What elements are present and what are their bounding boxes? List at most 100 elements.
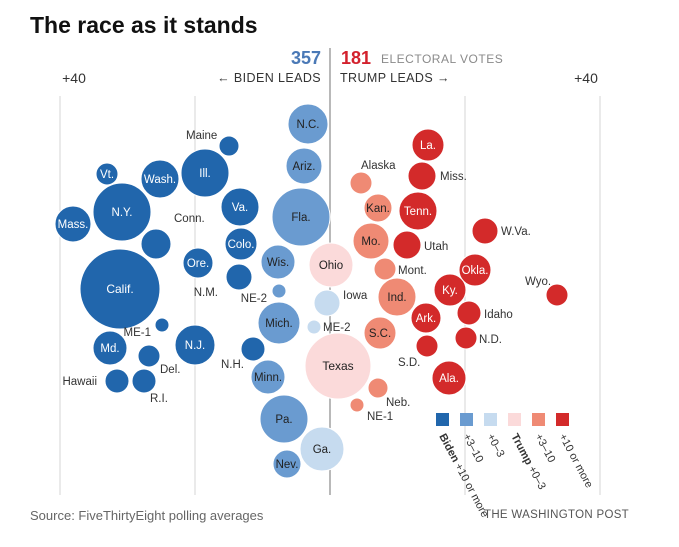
state-bubble[interactable]	[271, 187, 331, 247]
state-label: ME-1	[124, 327, 151, 339]
state-label: Pa.	[275, 414, 292, 426]
state-bubble[interactable]	[471, 217, 499, 245]
state-bubble[interactable]	[373, 257, 397, 281]
state-bubble[interactable]	[260, 244, 296, 280]
state-bubble[interactable]	[392, 230, 422, 260]
state-label: Colo.	[228, 239, 255, 251]
state-bubble[interactable]	[313, 289, 341, 317]
chart-header: 357 181 ELECTORAL VOTES +40 +40 ← BIDEN …	[62, 48, 598, 86]
state-label: Ky.	[442, 285, 458, 297]
state-label: Maine	[186, 130, 217, 142]
state-bubble[interactable]	[137, 344, 161, 368]
state-bubble[interactable]	[407, 161, 437, 191]
state-bubble[interactable]	[140, 159, 180, 199]
state-bubble[interactable]	[104, 368, 130, 394]
state-bubble[interactable]	[349, 171, 373, 195]
state-label: Ark.	[416, 313, 436, 325]
state-bubble[interactable]	[545, 283, 569, 307]
state-label: Alaska	[361, 160, 396, 172]
state-bubble[interactable]	[411, 128, 445, 162]
state-label: Mass.	[58, 219, 89, 231]
legend-label: Biden +10 or more	[436, 432, 490, 520]
state-bubble[interactable]	[285, 147, 323, 185]
state-bubble[interactable]	[218, 135, 240, 157]
legend-swatch	[556, 413, 569, 426]
source-note: Source: FiveThirtyEight polling averages	[30, 508, 264, 523]
state-label: Vt.	[100, 169, 114, 181]
state-label: Wash.	[144, 174, 176, 186]
legend-swatch	[532, 413, 545, 426]
state-label: ME-2	[323, 322, 350, 334]
state-bubble[interactable]	[259, 394, 309, 444]
legend-label: +0–3	[484, 432, 506, 460]
state-bubble[interactable]	[431, 360, 467, 396]
state-bubble[interactable]	[410, 302, 442, 334]
state-bubble[interactable]	[180, 148, 230, 198]
state-bubble[interactable]	[433, 273, 467, 307]
state-bubble[interactable]	[92, 330, 128, 366]
state-label: Mo.	[361, 236, 380, 248]
state-bubble[interactable]	[140, 228, 172, 260]
state-bubble[interactable]	[174, 324, 216, 366]
state-bubble[interactable]	[54, 205, 92, 243]
state-bubble[interactable]	[225, 263, 253, 291]
state-label: N.M.	[194, 287, 218, 299]
state-bubble[interactable]	[415, 334, 439, 358]
state-label: W.Va.	[501, 226, 531, 238]
state-bubble[interactable]	[95, 162, 119, 186]
state-bubble[interactable]	[224, 227, 258, 261]
state-label: Wyo.	[525, 276, 551, 288]
state-bubble[interactable]	[398, 191, 438, 231]
state-bubble[interactable]	[182, 247, 214, 279]
chart-title: The race as it stands	[30, 12, 258, 38]
state-bubble[interactable]	[250, 359, 286, 395]
state-label: Idaho	[484, 309, 513, 321]
state-bubble[interactable]	[458, 253, 492, 287]
biden-leads-label: ← BIDEN LEADS	[217, 71, 321, 85]
state-bubble[interactable]	[304, 332, 372, 400]
legend-label: +3–10	[460, 432, 485, 465]
state-bubble[interactable]	[220, 187, 260, 227]
state-label: Ore.	[187, 258, 209, 270]
trump-ev-count: 181	[341, 48, 371, 68]
state-label: Fla.	[291, 212, 310, 224]
legend-swatch	[484, 413, 497, 426]
legend-swatch	[436, 413, 449, 426]
state-bubble[interactable]	[272, 449, 302, 479]
state-label: Ind.	[387, 292, 406, 304]
state-bubble[interactable]	[456, 300, 482, 326]
state-bubble[interactable]	[363, 193, 393, 223]
state-label: Tenn.	[404, 206, 432, 218]
legend-swatch	[508, 413, 521, 426]
state-label: Kan.	[366, 203, 390, 215]
state-bubble[interactable]	[377, 277, 417, 317]
state-label: Utah	[424, 241, 448, 253]
state-bubble[interactable]	[367, 377, 389, 399]
state-label: Iowa	[343, 290, 368, 302]
state-bubble[interactable]	[363, 316, 397, 350]
state-label: Ga.	[313, 444, 332, 456]
state-bubble[interactable]	[287, 103, 329, 145]
state-bubble[interactable]	[454, 326, 478, 350]
state-bubble[interactable]	[352, 222, 390, 260]
left-scale-label: +40	[62, 70, 86, 86]
state-bubble[interactable]	[240, 336, 266, 362]
state-bubble[interactable]	[271, 283, 287, 299]
state-label: S.D.	[398, 357, 420, 369]
state-label: S.C.	[369, 328, 391, 340]
state-bubble[interactable]	[79, 248, 161, 330]
state-label: Ohio	[319, 260, 343, 272]
biden-ev-count: 357	[291, 48, 321, 68]
state-label: Del.	[160, 364, 180, 376]
state-bubble[interactable]	[92, 182, 152, 242]
state-bubble[interactable]	[257, 301, 301, 345]
state-bubble[interactable]	[349, 397, 365, 413]
state-bubble[interactable]	[154, 317, 170, 333]
state-bubble[interactable]	[131, 368, 157, 394]
state-label: Ariz.	[293, 161, 316, 173]
state-label: N.J.	[185, 340, 205, 352]
state-bubble[interactable]	[299, 426, 345, 472]
state-bubble[interactable]	[308, 242, 354, 288]
state-bubble[interactable]	[306, 319, 322, 335]
